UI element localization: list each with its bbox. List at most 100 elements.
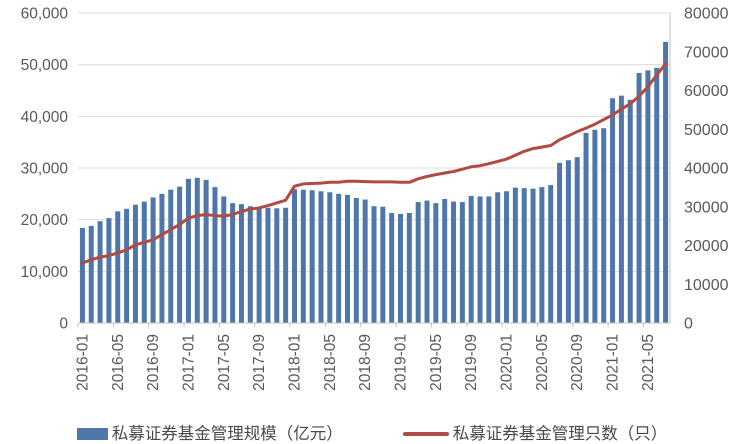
y-left-axis-label: 50,000 xyxy=(21,57,69,74)
bar-2020-06 xyxy=(548,185,554,323)
y-right-axis-label: 10000 xyxy=(684,277,729,294)
bar-2019-02 xyxy=(406,212,412,323)
line-series-swatch xyxy=(402,432,449,436)
x-axis-label: 2016-09 xyxy=(145,334,162,391)
y-right-axis-label: 70000 xyxy=(684,44,729,61)
x-axis-label: 2020-05 xyxy=(534,334,551,391)
x-axis-label: 2016-01 xyxy=(74,334,91,391)
bar-2017-04 xyxy=(212,187,218,323)
bar-2018-01 xyxy=(291,189,297,323)
bar-2021-07 xyxy=(663,41,669,323)
bar-2016-02 xyxy=(88,225,94,323)
y-left-axis-label: 40,000 xyxy=(21,109,69,126)
bar-2018-03 xyxy=(309,190,315,323)
x-axis-label: 2017-05 xyxy=(216,334,233,391)
legend-label-scale: 私募证券基金管理规模（亿元） xyxy=(111,425,343,443)
bar-2020-01 xyxy=(504,191,510,323)
x-axis-label: 2018-05 xyxy=(322,334,339,391)
bar-2019-06 xyxy=(442,199,448,323)
bar-2017-07 xyxy=(238,204,244,323)
bar-2019-08 xyxy=(459,202,465,323)
bar-2019-12 xyxy=(495,192,501,323)
bar-2018-04 xyxy=(318,191,324,323)
chart-legend: 私募证券基金管理规模（亿元） 私募证券基金管理只数（只） xyxy=(0,424,744,444)
y-left-axis-label: 20,000 xyxy=(21,212,69,229)
bar-2020-07 xyxy=(557,162,563,323)
bar-2020-04 xyxy=(530,188,536,323)
bar-2017-05 xyxy=(221,196,227,323)
bar-2016-08 xyxy=(141,201,147,323)
bar-2017-10 xyxy=(265,207,271,323)
y-right-axis-label: 50000 xyxy=(684,122,729,139)
y-right-axis-label: 30000 xyxy=(684,199,729,216)
bar-2017-01 xyxy=(185,178,191,323)
bar-2018-05 xyxy=(327,192,333,323)
x-axis-label: 2019-09 xyxy=(463,334,480,391)
y-right-axis-label: 40000 xyxy=(684,161,729,178)
bar-2020-11 xyxy=(592,129,598,323)
bar-2020-08 xyxy=(565,160,571,323)
y-left-axis-label: 30,000 xyxy=(21,161,69,178)
bar-2016-03 xyxy=(97,221,103,323)
bar-2017-02 xyxy=(194,177,200,323)
bar-series-swatch xyxy=(76,428,108,440)
x-axis-label: 2020-09 xyxy=(569,334,586,391)
bar-2016-01 xyxy=(79,227,85,323)
bar-2016-04 xyxy=(106,218,112,323)
bar-2019-11 xyxy=(486,196,492,323)
bar-2021-05 xyxy=(645,70,651,323)
x-axis-label: 2020-01 xyxy=(499,334,516,391)
x-axis-label: 2021-05 xyxy=(640,334,657,391)
x-axis-label: 2017-01 xyxy=(180,334,197,391)
x-axis-label: 2017-09 xyxy=(251,334,268,391)
bar-2016-10 xyxy=(159,193,165,323)
bar-2019-03 xyxy=(415,202,421,323)
bar-2018-06 xyxy=(336,193,342,323)
y-right-axis-label: 60000 xyxy=(684,83,729,100)
x-axis-label: 2019-05 xyxy=(428,334,445,391)
bar-2021-01 xyxy=(610,98,616,323)
bar-2019-07 xyxy=(451,201,457,323)
y-right-axis-label: 20000 xyxy=(684,238,729,255)
y-left-axis-label: 60,000 xyxy=(21,6,69,23)
x-axis-label: 2021-01 xyxy=(605,334,622,391)
bar-2018-12 xyxy=(389,212,395,323)
bar-2017-11 xyxy=(274,208,280,323)
y-left-axis-label: 10,000 xyxy=(21,264,69,281)
x-axis-label: 2018-01 xyxy=(286,334,303,391)
bar-2018-07 xyxy=(344,194,350,323)
y-right-axis-label: 80000 xyxy=(684,6,729,23)
bar-2018-11 xyxy=(380,206,386,323)
bar-2019-09 xyxy=(468,195,474,323)
bar-2017-09 xyxy=(256,207,262,323)
x-axis-label: 2019-01 xyxy=(393,334,410,391)
bar-2016-11 xyxy=(168,189,174,323)
legend-item-count: 私募证券基金管理只数（只） xyxy=(402,424,668,444)
bar-2018-02 xyxy=(300,189,306,323)
bar-2019-04 xyxy=(424,200,430,323)
bar-2018-08 xyxy=(353,197,359,323)
bar-2021-06 xyxy=(654,67,660,324)
bar-2019-05 xyxy=(433,203,439,323)
bar-2020-12 xyxy=(601,128,607,323)
bar-2016-09 xyxy=(150,197,156,323)
bar-2016-06 xyxy=(124,208,130,323)
bar-2017-08 xyxy=(247,206,253,323)
x-axis-label: 2016-05 xyxy=(110,334,127,391)
bar-2020-05 xyxy=(539,187,545,323)
legend-item-scale: 私募证券基金管理规模（亿元） xyxy=(76,424,343,444)
y-right-axis-label: 0 xyxy=(684,316,693,333)
bar-2021-03 xyxy=(627,99,633,323)
bar-2020-09 xyxy=(574,157,580,323)
bar-2019-01 xyxy=(398,213,404,323)
bar-2017-03 xyxy=(203,179,209,323)
bar-2018-10 xyxy=(371,206,377,323)
bar-2021-04 xyxy=(636,72,642,323)
bar-2018-09 xyxy=(362,199,368,323)
legend-label-count: 私募证券基金管理只数（只） xyxy=(452,425,668,443)
fund-count-line xyxy=(80,62,668,265)
bar-2016-07 xyxy=(132,204,138,323)
x-axis-label: 2018-09 xyxy=(357,334,374,391)
